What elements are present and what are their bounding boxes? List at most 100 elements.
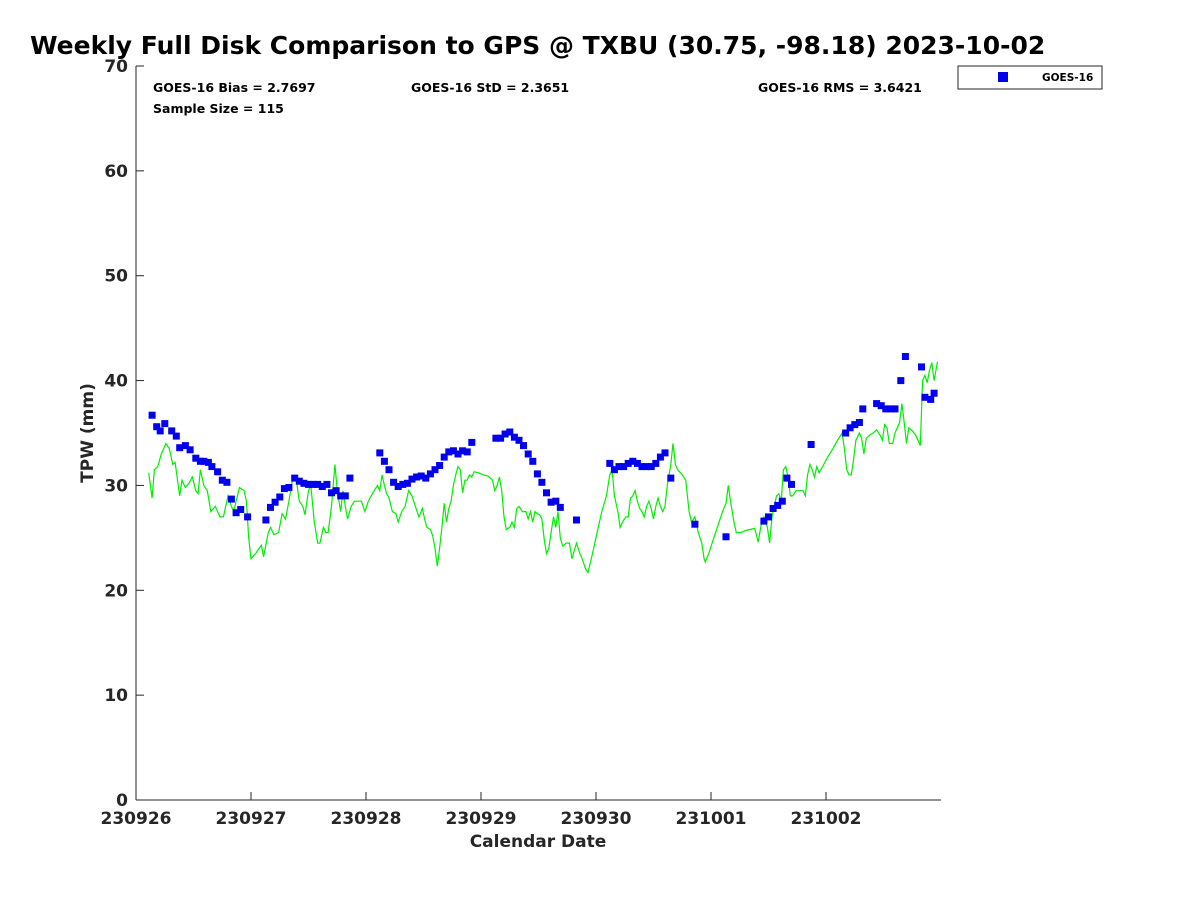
goes16-point bbox=[218, 476, 226, 484]
goes16-point bbox=[280, 485, 288, 493]
goes16-point bbox=[788, 480, 795, 488]
std-stat: GOES-16 StD = 2.3651 bbox=[411, 80, 569, 95]
goes16-point bbox=[501, 430, 509, 438]
goes16-point bbox=[276, 493, 284, 501]
goes16-point bbox=[318, 483, 326, 490]
goes16-point bbox=[851, 421, 859, 429]
goes16-point bbox=[332, 487, 340, 495]
goes16-point bbox=[620, 463, 628, 471]
goes16-point bbox=[440, 453, 448, 461]
goes16-point bbox=[927, 395, 935, 403]
goes16-point bbox=[643, 463, 651, 471]
goes16-point bbox=[610, 466, 618, 474]
y-tick-label: 60 bbox=[104, 162, 128, 182]
goes16-point bbox=[376, 449, 384, 457]
goes16-point bbox=[769, 505, 777, 512]
goes16-point bbox=[842, 429, 850, 437]
goes16-point bbox=[459, 447, 467, 455]
x-tick-label: 230930 bbox=[561, 809, 632, 829]
goes16-point bbox=[661, 449, 669, 457]
goes16-point bbox=[556, 503, 564, 511]
sample-size-stat: Sample Size = 115 bbox=[153, 101, 284, 116]
goes16-point bbox=[295, 477, 303, 485]
goes16-point bbox=[807, 441, 815, 448]
goes16-point bbox=[314, 480, 322, 488]
x-axis-label: Calendar Date bbox=[470, 832, 607, 852]
goes16-series bbox=[148, 353, 938, 541]
goes16-point bbox=[291, 474, 299, 482]
goes16-point bbox=[431, 466, 439, 474]
goes16-point bbox=[722, 533, 730, 541]
goes16-point bbox=[380, 457, 388, 465]
y-tick-label: 30 bbox=[104, 476, 128, 496]
x-axis-ticks: 230926 230927 230928 230929 230930 231001 2310… bbox=[101, 792, 862, 829]
y-axis-ticks: 0 10 20 30 40 50 60 70 bbox=[104, 57, 144, 811]
goes16-point bbox=[760, 517, 768, 525]
goes16-point bbox=[468, 438, 476, 446]
goes16-point bbox=[638, 463, 646, 471]
goes16-point bbox=[633, 459, 641, 467]
goes16-point bbox=[413, 473, 421, 481]
goes16-point bbox=[399, 480, 407, 488]
goes16-point bbox=[573, 516, 580, 524]
goes16-point bbox=[445, 448, 453, 456]
goes16-point bbox=[667, 474, 675, 482]
goes16-point bbox=[267, 503, 274, 511]
goes16-point bbox=[463, 448, 471, 456]
goes16-point bbox=[394, 483, 402, 490]
goes16-point bbox=[930, 389, 938, 397]
goes16-point bbox=[529, 457, 537, 465]
rms-stat: GOES-16 RMS = 3.6421 bbox=[758, 80, 922, 95]
legend: GOES-16 bbox=[957, 65, 1103, 90]
goes16-point bbox=[524, 450, 532, 458]
goes16-point bbox=[515, 436, 523, 444]
goes16-point bbox=[244, 513, 252, 521]
goes16-point bbox=[855, 419, 863, 426]
goes16-point bbox=[172, 432, 180, 440]
goes16-point bbox=[873, 400, 881, 408]
goes16-point bbox=[153, 423, 161, 431]
legend-label: GOES-16 bbox=[1042, 72, 1093, 84]
goes16-point bbox=[877, 402, 885, 410]
goes16-point bbox=[385, 466, 393, 474]
x-tick-label: 231002 bbox=[791, 809, 862, 829]
goes16-point bbox=[285, 484, 293, 491]
goes16-point bbox=[882, 405, 890, 413]
goes16-point bbox=[552, 497, 560, 505]
goes16-point bbox=[543, 489, 550, 497]
goes16-point bbox=[647, 463, 655, 471]
goes16-point bbox=[426, 470, 434, 478]
goes16-point bbox=[408, 475, 416, 483]
chart-title: Weekly Full Disk Comparison to GPS @ TXB… bbox=[30, 31, 1045, 60]
goes16-point bbox=[204, 458, 212, 466]
goes16-point bbox=[652, 459, 660, 467]
goes16-point bbox=[624, 459, 632, 467]
goes16-point bbox=[341, 492, 349, 500]
goes16-point bbox=[300, 479, 308, 487]
goes16-point bbox=[422, 474, 430, 482]
goes16-point bbox=[328, 489, 335, 497]
x-tick-label: 230929 bbox=[446, 809, 517, 829]
goes16-point bbox=[921, 393, 929, 401]
goes16-point bbox=[629, 457, 637, 465]
goes16-point bbox=[156, 427, 164, 435]
goes16-point bbox=[656, 453, 664, 461]
goes16-point bbox=[214, 468, 222, 476]
gps-tpw-line bbox=[148, 361, 939, 574]
goes16-point bbox=[538, 478, 546, 486]
y-tick-label: 10 bbox=[104, 686, 128, 706]
goes16-point bbox=[436, 462, 444, 469]
goes16-point bbox=[208, 463, 216, 471]
goes16-point bbox=[547, 498, 555, 506]
goes16-point bbox=[192, 454, 200, 462]
goes16-point bbox=[449, 447, 457, 455]
goes16-point bbox=[897, 377, 905, 385]
goes16-point bbox=[186, 446, 194, 454]
goes16-point bbox=[337, 492, 345, 500]
goes16-point bbox=[346, 474, 354, 482]
goes16-point bbox=[510, 433, 518, 441]
goes16-point bbox=[765, 513, 772, 521]
goes16-point bbox=[778, 497, 786, 505]
goes16-point bbox=[390, 478, 398, 486]
goes16-point bbox=[859, 405, 867, 413]
